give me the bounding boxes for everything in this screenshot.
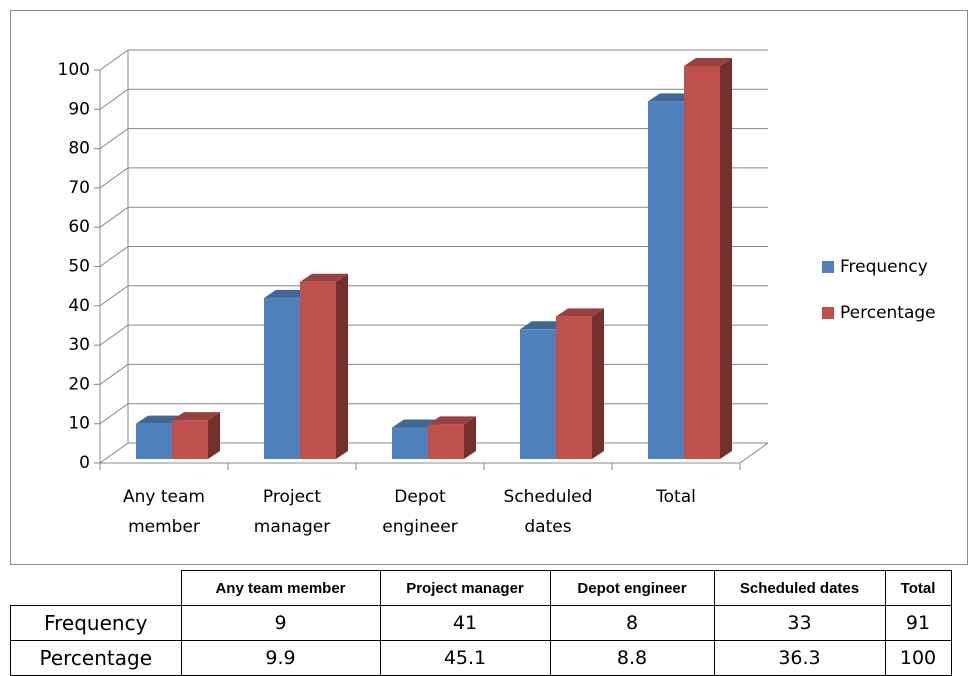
table-cell: 100 <box>884 640 952 676</box>
table-row: Percentage 9.9 45.1 8.8 36.3 100 <box>10 640 952 676</box>
bar-front <box>520 329 556 459</box>
blank-cell <box>11 571 182 606</box>
y-tick-label: 30 <box>68 335 90 355</box>
grid-line <box>94 403 768 425</box>
row-header: Percentage <box>10 640 182 676</box>
bar-front <box>136 423 172 459</box>
column-header: Total <box>884 570 952 606</box>
bar-top <box>556 308 604 317</box>
bar-side <box>208 412 220 459</box>
x-tick-label: Total <box>655 487 696 507</box>
bar-top <box>172 412 220 421</box>
bar-side <box>336 273 348 459</box>
table-cell: 36.3 <box>713 640 886 676</box>
table-row: Frequency 9 41 8 33 91 <box>10 605 952 641</box>
bar <box>172 412 220 459</box>
bar <box>556 308 604 459</box>
bar-front <box>684 66 720 459</box>
grid-line <box>94 246 768 267</box>
table-cell: 9 <box>180 605 381 641</box>
y-tick-label: 90 <box>68 99 90 119</box>
y-tick-label: 50 <box>68 257 90 277</box>
bar-front <box>428 424 464 459</box>
x-tick-label: Any team member <box>123 487 205 537</box>
table-body: Frequency 9 41 8 33 91 Percentage 9.9 45.1 8.8 36.… <box>10 605 952 676</box>
legend-label: Percentage <box>840 303 936 323</box>
bar-side <box>720 58 732 459</box>
grid-line <box>94 49 768 71</box>
table-cell: 41 <box>379 605 551 641</box>
table-cell: 8 <box>549 605 715 641</box>
y-tick-label: 20 <box>68 374 90 394</box>
y-tick-label: 10 <box>68 414 90 434</box>
y-tick-label: 70 <box>68 178 90 198</box>
chart-border <box>10 10 968 565</box>
bar <box>428 416 476 459</box>
x-tick-label: Depot engineer <box>382 487 457 537</box>
data-table: Any team member Project manager Depot engi… <box>10 570 952 676</box>
column-header: Any team member <box>180 570 381 606</box>
bar <box>684 58 732 459</box>
legend-label: Frequency <box>840 257 928 277</box>
y-tick-label: 100 <box>58 60 90 80</box>
bar-top <box>428 416 476 425</box>
table-cell: 9.9 <box>180 640 381 676</box>
bar-front <box>264 297 300 459</box>
grid-line <box>94 167 768 189</box>
bar-front <box>556 316 592 459</box>
bar-front <box>300 281 336 459</box>
bar-front <box>172 420 208 459</box>
y-tick-label: 40 <box>68 296 90 316</box>
table-cell: 91 <box>884 605 952 641</box>
row-header: Frequency <box>10 605 182 641</box>
column-header: Depot engineer <box>549 570 715 606</box>
grid-line <box>94 88 768 110</box>
grid-line <box>94 363 768 385</box>
y-tick-label: 80 <box>68 139 90 159</box>
y-tick-label: 0 <box>79 453 90 473</box>
chart: 0 10 20 30 40 50 60 70 80 90 100 Any team member Proj… <box>10 10 968 565</box>
column-header: Project manager <box>379 570 551 606</box>
column-header: Scheduled dates <box>713 570 886 606</box>
grid-line <box>94 324 768 346</box>
table-cell: 8.8 <box>549 640 715 676</box>
grid-line <box>94 206 768 228</box>
header-row: Any team member Project manager Depot engi… <box>11 570 952 606</box>
y-tick-label: 60 <box>68 217 90 237</box>
table-cell: 33 <box>713 605 886 641</box>
legend-swatch <box>822 261 834 273</box>
x-tick-label: Scheduled dates <box>504 487 593 537</box>
bar-front <box>648 101 684 460</box>
bar <box>300 273 348 459</box>
bar-side <box>464 416 476 459</box>
x-tick-label: Project manager <box>254 487 330 537</box>
bar-side <box>592 308 604 459</box>
table-cell: 45.1 <box>379 640 551 676</box>
legend-swatch <box>822 307 834 319</box>
bar-top <box>300 273 348 282</box>
grid-line <box>94 128 768 150</box>
bar-top <box>684 58 732 66</box>
bar-front <box>392 427 428 459</box>
grid-line <box>94 285 768 307</box>
